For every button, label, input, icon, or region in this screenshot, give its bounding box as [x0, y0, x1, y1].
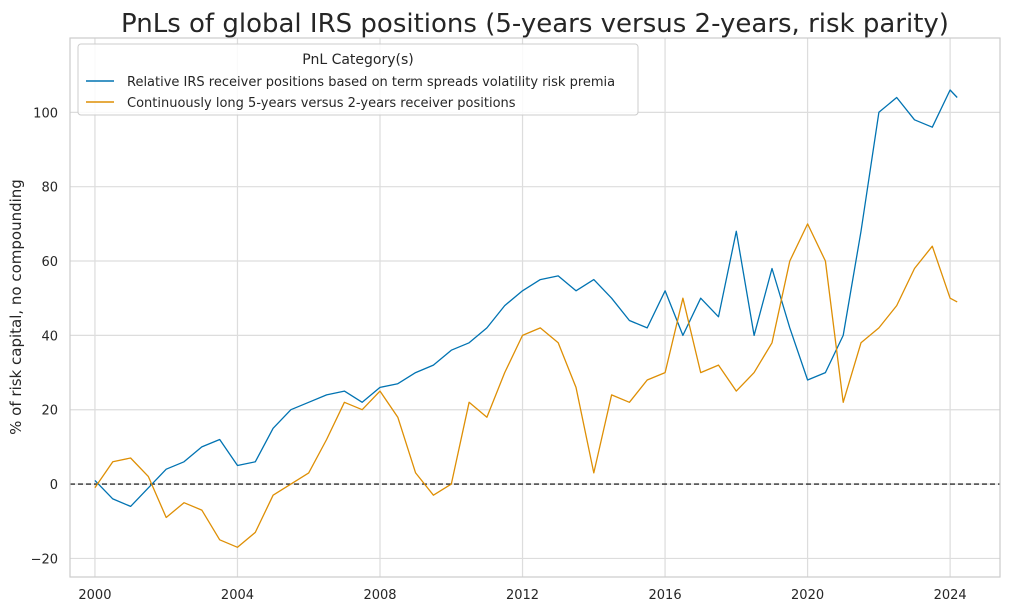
x-tick-label: 2016	[649, 588, 682, 603]
y-tick-label: −20	[31, 552, 58, 567]
x-axis-ticks: 2000 2004 2008 2012 2016 2020 2024	[78, 588, 966, 603]
y-tick-label: 60	[41, 255, 58, 270]
series-group	[94, 89, 958, 548]
grid	[70, 38, 1000, 577]
x-tick-label: 2020	[791, 588, 824, 603]
series-line-2	[94, 223, 958, 548]
y-tick-label: 80	[41, 181, 58, 196]
legend: PnL Category(s) Relative IRS receiver po…	[77, 43, 639, 116]
legend-box	[77, 43, 639, 116]
y-tick-label: 0	[50, 478, 58, 493]
x-tick-label: 2024	[934, 588, 967, 603]
legend-label-2: Continuously long 5-years versus 2-years…	[127, 96, 516, 111]
legend-items: Relative IRS receiver positions based on…	[86, 75, 615, 111]
x-tick-label: 2004	[221, 588, 254, 603]
x-tick-label: 2000	[78, 588, 111, 603]
y-tick-label: 40	[41, 329, 58, 344]
chart-title: PnLs of global IRS positions (5-years ve…	[121, 9, 949, 39]
plot-frame	[69, 37, 1001, 578]
x-tick-label: 2012	[506, 588, 539, 603]
x-tick-label: 2008	[363, 588, 396, 603]
y-axis-label: % of risk capital, no compounding	[7, 179, 25, 435]
y-tick-label: 100	[33, 106, 58, 121]
legend-label-1: Relative IRS receiver positions based on…	[127, 75, 615, 90]
series-line-1	[94, 89, 958, 508]
y-tick-label: 20	[41, 404, 58, 419]
y-axis-ticks: −20 0 20 40 60 80 100	[31, 106, 58, 567]
legend-title: PnL Category(s)	[302, 52, 414, 68]
